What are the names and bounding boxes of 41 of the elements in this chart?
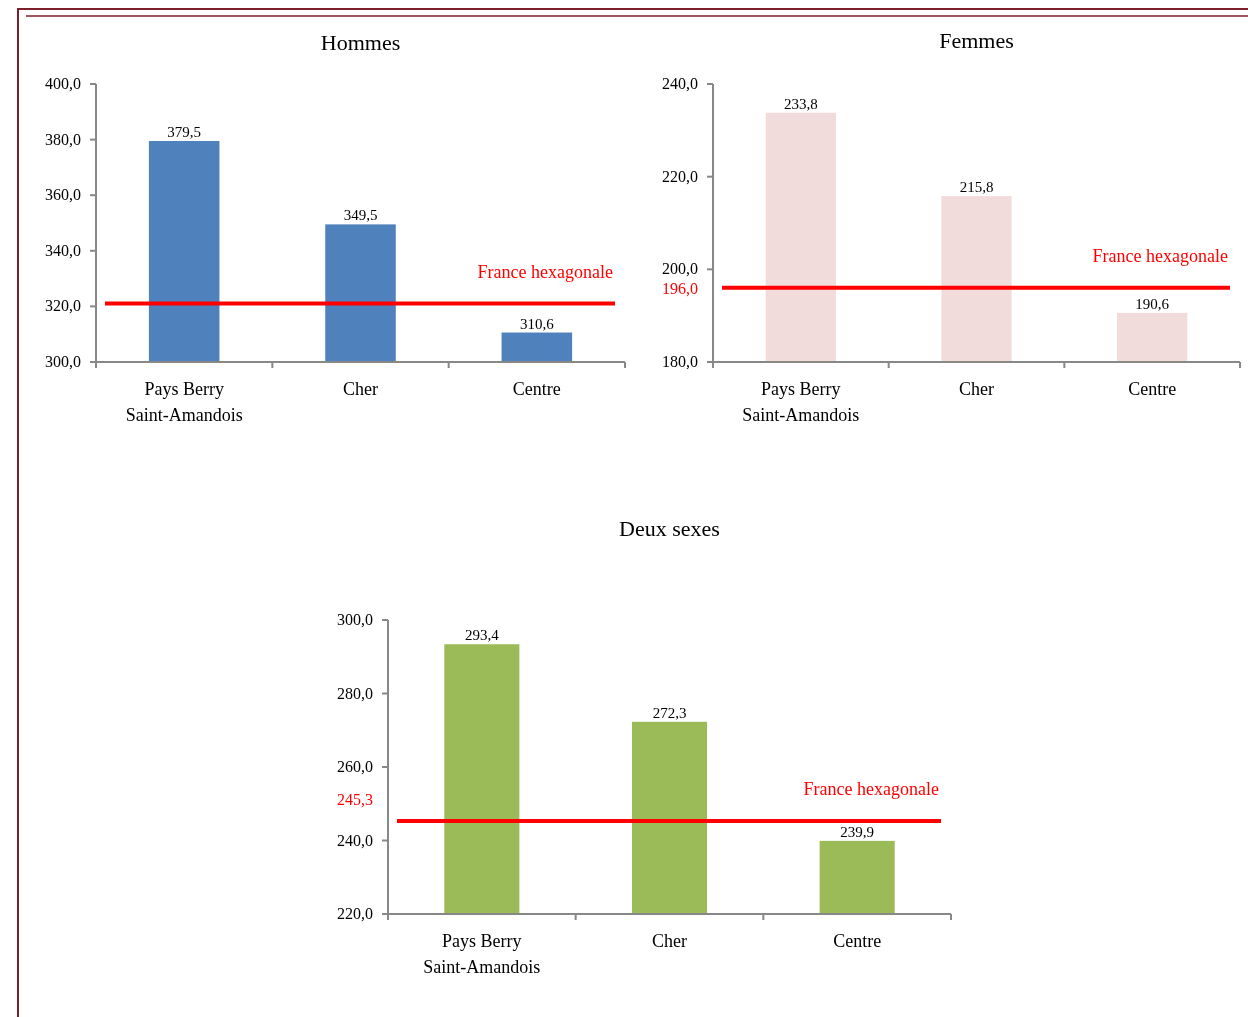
text: 245,3 [337,791,373,809]
data-label: 379,5 [167,123,202,140]
y-tick-label: 400,0 [45,75,81,92]
chart-title: Deux sexes [619,516,720,541]
y-tick-label: 300,0 [337,611,373,628]
ref-line-label: France hexagonale [477,261,613,282]
y-tick-label: 320,0 [45,297,81,315]
x-tick-label: Cher [652,931,687,951]
data-label: 215,8 [959,179,994,196]
y-tick-label: 300,0 [45,353,81,370]
x-tick-label: Centre [833,931,882,951]
y-tick-label: 240,0 [662,75,698,92]
y-tick-label: 280,0 [337,684,373,702]
x-tick-label: Cher [959,379,994,399]
data-label: 349,5 [343,207,378,224]
text: 196,0 [662,279,698,297]
x-tick-label: Pays Berry Saint-Amandois [125,379,243,425]
chart-title: Hommes [320,30,401,55]
ref-line-label: France hexagonale [803,779,939,800]
data-label: 190,6 [1135,295,1170,312]
y-tick-label: 240,0 [337,831,373,849]
y-tick-label: 180,0 [662,353,698,370]
x-tick-label: Cher [343,379,378,399]
y-tick-label: 200,0 [662,260,698,278]
x-tick-label: Pays Berry Saint-Amandois [423,931,541,977]
y-tick-label: 260,0 [337,758,373,775]
x-tick-label: Pays Berry Saint-Amandois [742,379,860,425]
x-tick-label: Centre [1128,379,1177,399]
y-tick-label: 340,0 [45,241,81,259]
data-label: 239,9 [840,823,875,840]
chart-title: Femmes [939,28,1014,53]
data-label: 272,3 [652,704,687,721]
y-tick-label: 360,0 [45,186,81,204]
y-tick-label: 380,0 [45,130,81,148]
y-tick-label: 220,0 [662,167,698,185]
y-tick-label: 220,0 [337,905,373,922]
x-tick-label: Centre [512,379,561,399]
data-label: 293,4 [464,627,500,644]
data-label: 310,6 [519,315,555,332]
data-label: 233,8 [783,95,818,112]
ref-line-label: France hexagonale [1092,245,1228,266]
